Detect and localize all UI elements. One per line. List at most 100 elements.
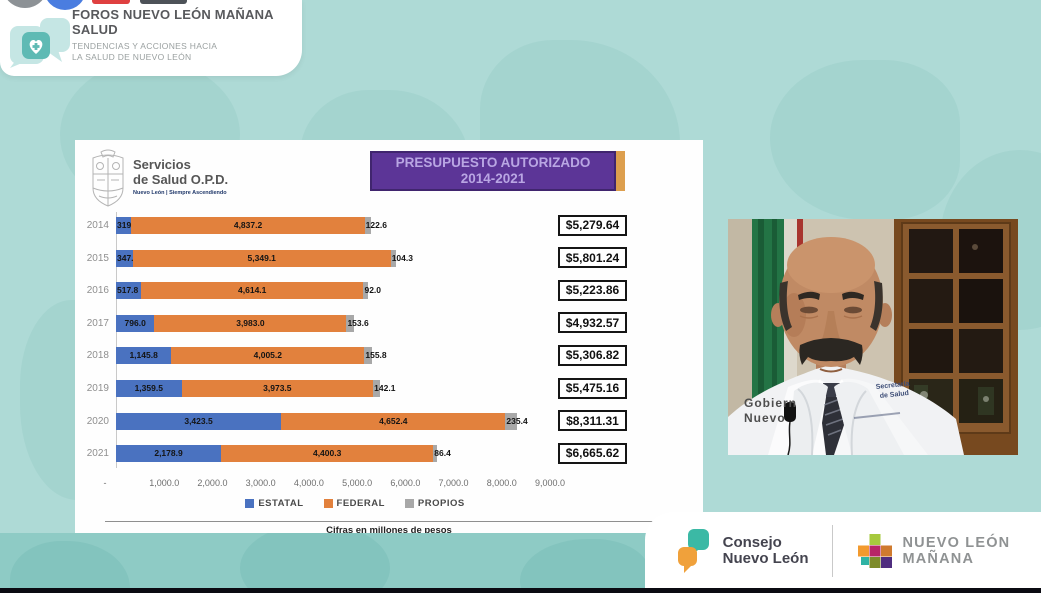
bar-segment-federal: 4,837.2 xyxy=(131,217,365,234)
total-box-2021: $6,665.62 xyxy=(558,442,627,464)
event-subtitle-line1: TENDENCIAS Y ACCIONES HACIA xyxy=(72,41,218,51)
segment-value-label: 4,005.2 xyxy=(253,350,282,361)
segment-value-label: 142.1 xyxy=(374,383,396,393)
legend-item-estatal: ESTATAL xyxy=(245,498,303,509)
x-axis-tick: 2,000.0 xyxy=(197,478,228,488)
segment-value-label: 153.6 xyxy=(347,317,369,328)
segment-value-label: 3,423.5 xyxy=(184,415,213,426)
cropped-avatar-icon xyxy=(2,0,48,8)
x-axis-tick: 4,000.0 xyxy=(293,478,324,488)
consejo-logo-line2: Nuevo León xyxy=(722,549,809,567)
segment-value-label: 4,400.3 xyxy=(312,448,342,459)
x-axis-tick: 9,000.0 xyxy=(534,478,566,488)
stacked-bar: 1,359.5 3,973.5 142.1 xyxy=(116,380,395,397)
year-label: 2015 xyxy=(86,252,109,264)
segment-value-label: 3,973.5 xyxy=(263,383,292,393)
manana-cross-icon xyxy=(858,533,893,568)
legend-swatch xyxy=(323,499,333,508)
stacked-bar: 1,145.8 4,005.2 155.8 xyxy=(116,347,387,365)
event-title-line1: FOROS NUEVO LEÓN MAÑANA xyxy=(72,7,274,22)
year-label: 2014 xyxy=(86,220,109,231)
chart-axis-line xyxy=(116,212,117,468)
org-name-line1: Servicios xyxy=(133,157,191,172)
bar-segment-propios: 104.3 xyxy=(390,249,413,267)
stacked-bar: 319.8 4,837.2 122.6 xyxy=(116,217,387,234)
event-header-card: FOROS NUEVO LEÓN MAÑANA SALUD TENDENCIAS… xyxy=(0,0,302,76)
bar-segment-federal: 5,349.1 xyxy=(132,249,391,267)
manana-logo-line1: NUEVO LEÓN xyxy=(902,534,1011,551)
total-box-2020: $8,311.31 xyxy=(558,410,627,432)
total-box-2019: $5,475.16 xyxy=(558,377,627,399)
segment-value-label: 796.0 xyxy=(124,317,146,328)
bar-segment-propios: 122.6 xyxy=(364,217,387,234)
chart-row-2020: 2020 3,423.5 4,652.4 235.4 xyxy=(75,412,703,430)
total-box-2018: $5,306.82 xyxy=(558,344,627,366)
backdrop-lettering: Gobiern Nuevo xyxy=(744,396,796,425)
bar-segment-estatal: 1,145.8 xyxy=(116,347,172,365)
bar-segment-propios: 153.6 xyxy=(346,314,369,332)
bar-segment-federal: 4,614.1 xyxy=(140,282,364,300)
chart-row-2019: 2019 1,359.5 3,973.5 142.1 xyxy=(75,380,703,397)
bar-segment-estatal: 517.8 xyxy=(116,282,141,300)
year-label: 2021 xyxy=(86,448,109,460)
bar-segment-propios: 92.0 xyxy=(363,282,381,300)
segment-value-label: 235.4 xyxy=(506,415,528,426)
segment-value-label: 155.8 xyxy=(365,350,387,361)
segment-value-label: 5,349.1 xyxy=(247,252,276,263)
nuevo-leon-manana-logo: NUEVO LEÓN MAÑANA xyxy=(857,533,1010,569)
chart-row-2014: 2014 319.8 4,837.2 122.6 xyxy=(75,217,703,234)
segment-value-label: 3,983.0 xyxy=(236,317,265,328)
total-box-2015: $5,801.24 xyxy=(558,247,627,269)
year-label: 2018 xyxy=(86,350,109,362)
legend-swatch xyxy=(245,499,255,508)
bar-segment-estatal: 3,423.5 xyxy=(116,412,282,430)
bar-segment-federal: 3,983.0 xyxy=(154,314,347,332)
x-axis-tick: 7,000.0 xyxy=(438,478,469,488)
consejo-bubbles-icon xyxy=(677,528,709,573)
segment-value-label: 1,145.8 xyxy=(129,350,158,361)
legend-swatch xyxy=(404,499,414,508)
band-pattern-blob xyxy=(520,539,650,588)
chart-row-2017: 2017 796.0 3,983.0 153.6 xyxy=(75,314,703,332)
coat-of-arms-icon xyxy=(92,149,124,207)
lavalier-microphone xyxy=(784,402,796,456)
x-axis-tick: 5,000.0 xyxy=(342,478,373,488)
band-pattern-blob xyxy=(240,533,390,588)
year-label: 2019 xyxy=(86,383,109,394)
slide-title-banner: PRESUPUESTO AUTORIZADO 2014-2021 xyxy=(370,151,625,191)
banner-accent-stripe xyxy=(616,151,625,191)
segment-value-label: 347.8 xyxy=(117,252,139,263)
chart-row-2021: 2021 2,178.9 4,400.3 86.4 xyxy=(75,445,703,463)
chart-footnote: Cifras en millones de pesos xyxy=(326,525,452,533)
presentation-slide: Servicios de Salud O.P.D. Nuevo León | S… xyxy=(75,140,703,533)
segment-value-label: 2,178.9 xyxy=(154,448,183,459)
segment-value-label: 4,837.2 xyxy=(233,220,263,230)
consejo-nuevo-leon-logo: Consejo Nuevo León xyxy=(676,527,809,575)
bar-segment-estatal: 2,178.9 xyxy=(116,445,222,463)
band-pattern-blob xyxy=(10,541,130,588)
x-axis-tick: 1,000.0 xyxy=(149,478,180,488)
year-label: 2017 xyxy=(86,317,109,329)
total-box-2017: $4,932.57 xyxy=(558,312,627,334)
bar-segment-estatal: 1,359.5 xyxy=(116,380,182,397)
bar-segment-federal: 4,005.2 xyxy=(171,347,365,365)
x-axis-tick: 3,000.0 xyxy=(245,478,276,488)
bar-segment-propios: 235.4 xyxy=(505,412,528,430)
background-pattern-blob xyxy=(770,60,960,220)
slide-title-line2: 2014-2021 xyxy=(460,171,526,186)
door-glass-panes xyxy=(909,229,1003,423)
speaker-scene: Secretaría de Salud Gobiern Nuevo xyxy=(728,219,1018,456)
chart-row-2015: 2015 347.8 5,349.1 104.3 xyxy=(75,249,703,267)
bar-segment-propios: 86.4 xyxy=(433,445,451,463)
legend-item-propios: PROPIOS xyxy=(404,498,465,509)
event-title-line2: SALUD xyxy=(72,22,118,37)
org-name-line2: de Salud O.P.D. xyxy=(133,172,229,187)
bar-segment-estatal: 319.8 xyxy=(116,217,138,234)
segment-value-label: 517.8 xyxy=(117,285,139,296)
cropped-badge-icon xyxy=(92,0,130,4)
chart-legend: ESTATAL FEDERAL PROPIOS xyxy=(185,498,525,509)
slide-divider-line xyxy=(105,521,678,522)
stacked-bar: 347.8 5,349.1 104.3 xyxy=(116,249,413,267)
cropped-social-icon xyxy=(44,0,86,10)
